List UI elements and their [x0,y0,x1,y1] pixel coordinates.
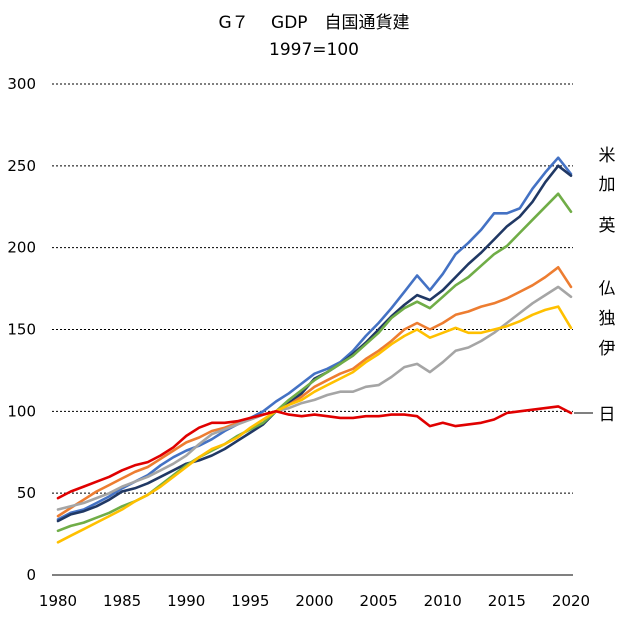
y-tick-label: 300 [7,75,36,93]
chart-title: G７ GDP 自国通貨建 [218,13,410,33]
series-label: 伊 [599,339,616,359]
x-tick-label: 1985 [103,592,141,610]
series-line [56,405,573,500]
y-tick-label: 200 [7,239,36,257]
x-tick-label: 2015 [488,592,526,610]
x-tick-label: 1990 [167,592,205,610]
series-line [56,305,573,544]
series-label: 英 [599,216,616,236]
x-tick-label: 2010 [424,592,462,610]
series-line [56,164,573,523]
series-label: 米 [599,146,616,166]
series-line [56,265,573,518]
series-label: 加 [599,175,616,195]
y-tick-label: 250 [7,157,36,175]
x-tick-label: 2020 [552,592,590,610]
x-tick-label: 2005 [360,592,398,610]
x-tick-label: 2000 [295,592,333,610]
series-label: 独 [599,309,616,329]
chart-subtitle: 1997=100 [269,40,359,60]
series-line [56,285,573,511]
y-tick-label: 100 [7,402,36,420]
x-tick-label: 1980 [39,592,77,610]
x-tick-label: 1995 [231,592,269,610]
y-tick-label: 50 [17,484,36,502]
y-tick-label: 150 [7,321,36,339]
series-label: 仏 [599,279,616,299]
series-label: 日 [599,405,616,425]
y-tick-label: 0 [26,566,36,584]
